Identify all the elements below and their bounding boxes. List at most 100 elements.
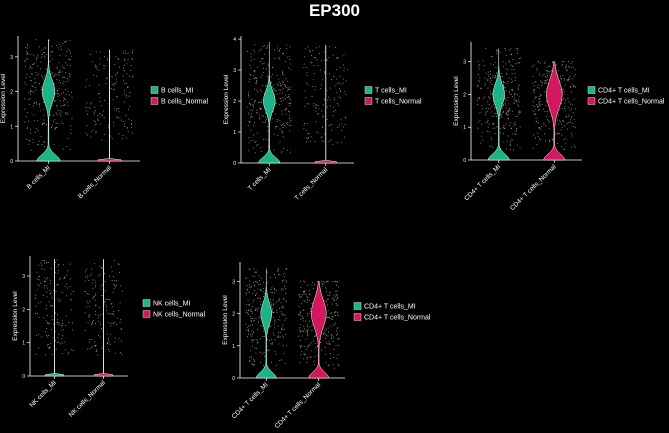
- data-point: [112, 291, 114, 294]
- data-point: [35, 335, 38, 337]
- data-point: [65, 99, 67, 101]
- data-point: [277, 270, 279, 272]
- data-point: [281, 110, 283, 112]
- data-point: [322, 116, 324, 118]
- data-point: [506, 140, 508, 142]
- data-point: [98, 321, 100, 323]
- data-point: [335, 293, 337, 295]
- data-point: [281, 80, 283, 82]
- legend-swatch: [364, 86, 373, 94]
- data-point: [574, 126, 576, 128]
- data-point: [116, 71, 118, 74]
- data-point: [336, 294, 338, 297]
- data-point: [280, 311, 282, 313]
- data-point: [332, 315, 334, 318]
- data-point: [493, 103, 495, 105]
- legend-label: CD4+ T cells_MI: [364, 304, 416, 311]
- data-point: [504, 102, 507, 104]
- data-point: [532, 134, 534, 136]
- data-point: [61, 66, 63, 68]
- data-point: [306, 330, 309, 332]
- data-point: [258, 117, 261, 119]
- data-point: [325, 287, 327, 289]
- data-point: [48, 39, 50, 41]
- data-point: [337, 363, 339, 365]
- data-point: [539, 74, 541, 76]
- data-point: [271, 87, 273, 89]
- data-point: [31, 67, 33, 69]
- legend-swatch: [353, 302, 362, 310]
- data-point: [264, 355, 266, 357]
- data-point: [275, 301, 277, 303]
- data-point: [298, 335, 300, 337]
- data-point: [283, 313, 285, 316]
- data-point: [67, 353, 69, 355]
- data-point: [100, 314, 102, 316]
- data-point: [332, 297, 334, 299]
- data-point: [63, 97, 65, 99]
- data-point: [327, 304, 329, 306]
- data-point: [336, 296, 339, 298]
- data-point: [327, 327, 329, 329]
- data-point: [48, 323, 50, 325]
- data-point: [504, 98, 506, 100]
- data-point: [510, 122, 512, 124]
- data-point: [330, 325, 332, 327]
- data-point: [290, 68, 292, 71]
- data-point: [64, 325, 66, 327]
- data-point: [280, 289, 282, 291]
- data-point: [333, 356, 335, 358]
- data-point: [92, 129, 94, 131]
- data-point: [484, 96, 486, 98]
- data-point: [56, 66, 58, 68]
- data-point: [69, 52, 72, 54]
- data-point: [272, 312, 274, 314]
- data-point: [259, 108, 262, 110]
- data-point: [340, 91, 342, 93]
- y-axis-label: Expression Level: [0, 73, 7, 123]
- data-point: [337, 103, 339, 105]
- data-point: [37, 54, 39, 56]
- data-point: [253, 70, 255, 72]
- y-tick-label: 0: [463, 158, 466, 164]
- data-point: [103, 56, 105, 58]
- data-point: [91, 273, 93, 275]
- data-point: [69, 39, 71, 41]
- data-point: [56, 283, 58, 286]
- data-point: [30, 132, 32, 134]
- data-point: [106, 57, 108, 59]
- data-point: [261, 353, 264, 355]
- data-point: [70, 293, 72, 295]
- data-point: [337, 286, 339, 288]
- data-point: [99, 96, 101, 98]
- data-point: [492, 77, 494, 79]
- data-point: [45, 320, 47, 322]
- data-point: [490, 93, 492, 95]
- data-point: [335, 344, 337, 346]
- data-point: [273, 289, 275, 291]
- data-point: [324, 347, 326, 349]
- data-point: [130, 70, 132, 72]
- data-point: [52, 71, 54, 74]
- data-point: [517, 62, 519, 64]
- data-point: [38, 316, 40, 318]
- data-point: [271, 338, 273, 340]
- data-point: [249, 102, 251, 104]
- data-point: [337, 314, 339, 316]
- data-point: [546, 79, 548, 81]
- data-point: [281, 152, 283, 154]
- data-point: [272, 304, 274, 306]
- data-point: [328, 294, 331, 296]
- data-point: [309, 320, 311, 322]
- data-point: [492, 74, 494, 76]
- data-point: [110, 266, 112, 268]
- data-point: [257, 288, 259, 290]
- data-point: [262, 336, 264, 338]
- data-point: [339, 67, 341, 69]
- data-point: [67, 90, 69, 92]
- data-point: [90, 131, 92, 133]
- data-point: [31, 73, 33, 75]
- data-point: [87, 107, 89, 109]
- data-point: [336, 290, 338, 292]
- data-point: [538, 87, 540, 89]
